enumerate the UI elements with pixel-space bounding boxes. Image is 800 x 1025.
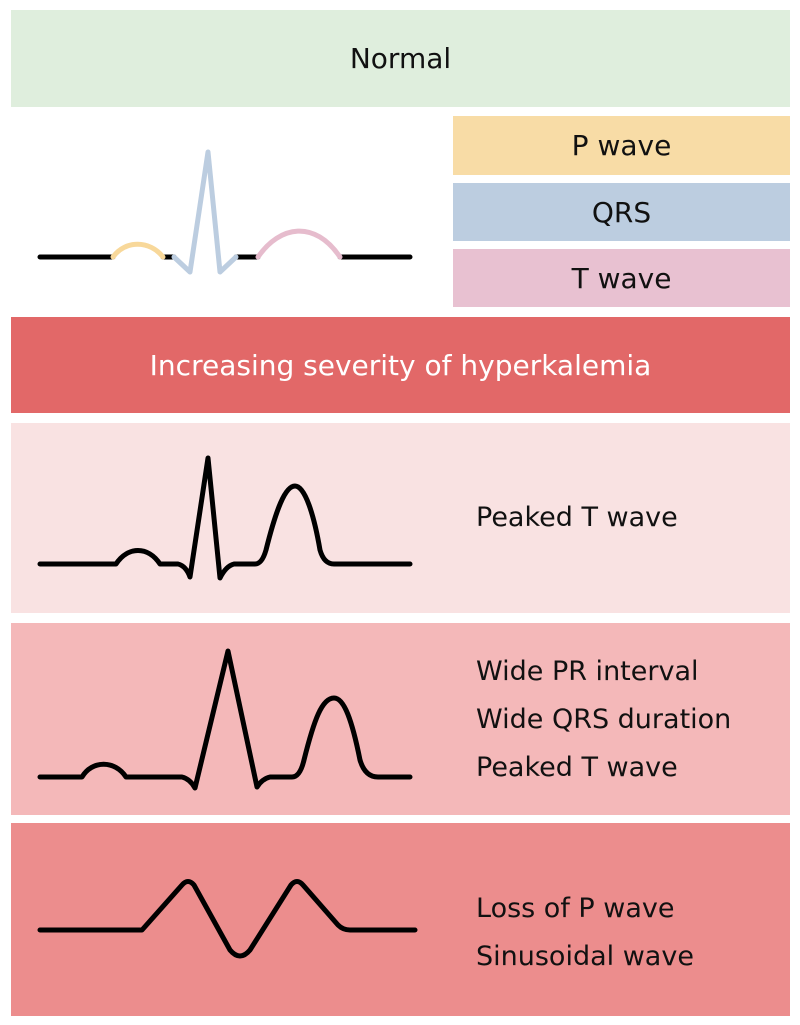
- sinusoidal-wave-trace: [37, 879, 418, 959]
- p-wave-segment: [110, 241, 166, 260]
- stage-panel-1: [11, 423, 790, 613]
- stage-panel-2: [11, 623, 790, 815]
- peaked-t-wave-trace: [37, 455, 413, 581]
- legend-t-wave: T wave: [453, 249, 790, 307]
- legend-p-wave-label: P wave: [571, 129, 672, 162]
- legend-t-wave-label: T wave: [571, 261, 672, 295]
- stage-2-line: Wide QRS duration: [476, 704, 732, 735]
- wide-qrs-trace: [37, 648, 413, 791]
- qrs-segment: [171, 149, 239, 275]
- legend-p-wave: P wave: [453, 116, 790, 175]
- legend-qrs: QRS: [453, 183, 790, 241]
- stage-2-line: Peaked T wave: [476, 752, 678, 783]
- stage-2-line: Wide PR interval: [476, 656, 699, 687]
- severity-label: Increasing severity of hyperkalemia: [149, 348, 652, 382]
- stage-2-text: Wide PR interval Wide QRS duration Peake…: [476, 648, 731, 792]
- severity-bar: Increasing severity of hyperkalemia: [11, 317, 790, 413]
- stage-3-line: Loss of P wave: [476, 893, 675, 924]
- legend-qrs-label: QRS: [591, 195, 652, 229]
- stage-panel-3: [11, 823, 790, 1016]
- stage-3-text: Loss of P wave Sinusoidal wave: [476, 885, 694, 981]
- t-wave-segment: [255, 228, 343, 260]
- stage-1-line: Peaked T wave: [476, 502, 678, 533]
- normal-label: Normal: [349, 42, 452, 75]
- normal-header: Normal: [11, 10, 790, 107]
- normal-ecg-trace: [37, 149, 413, 275]
- stage-3-line: Sinusoidal wave: [476, 941, 694, 972]
- stage-1-text: Peaked T wave: [476, 494, 678, 542]
